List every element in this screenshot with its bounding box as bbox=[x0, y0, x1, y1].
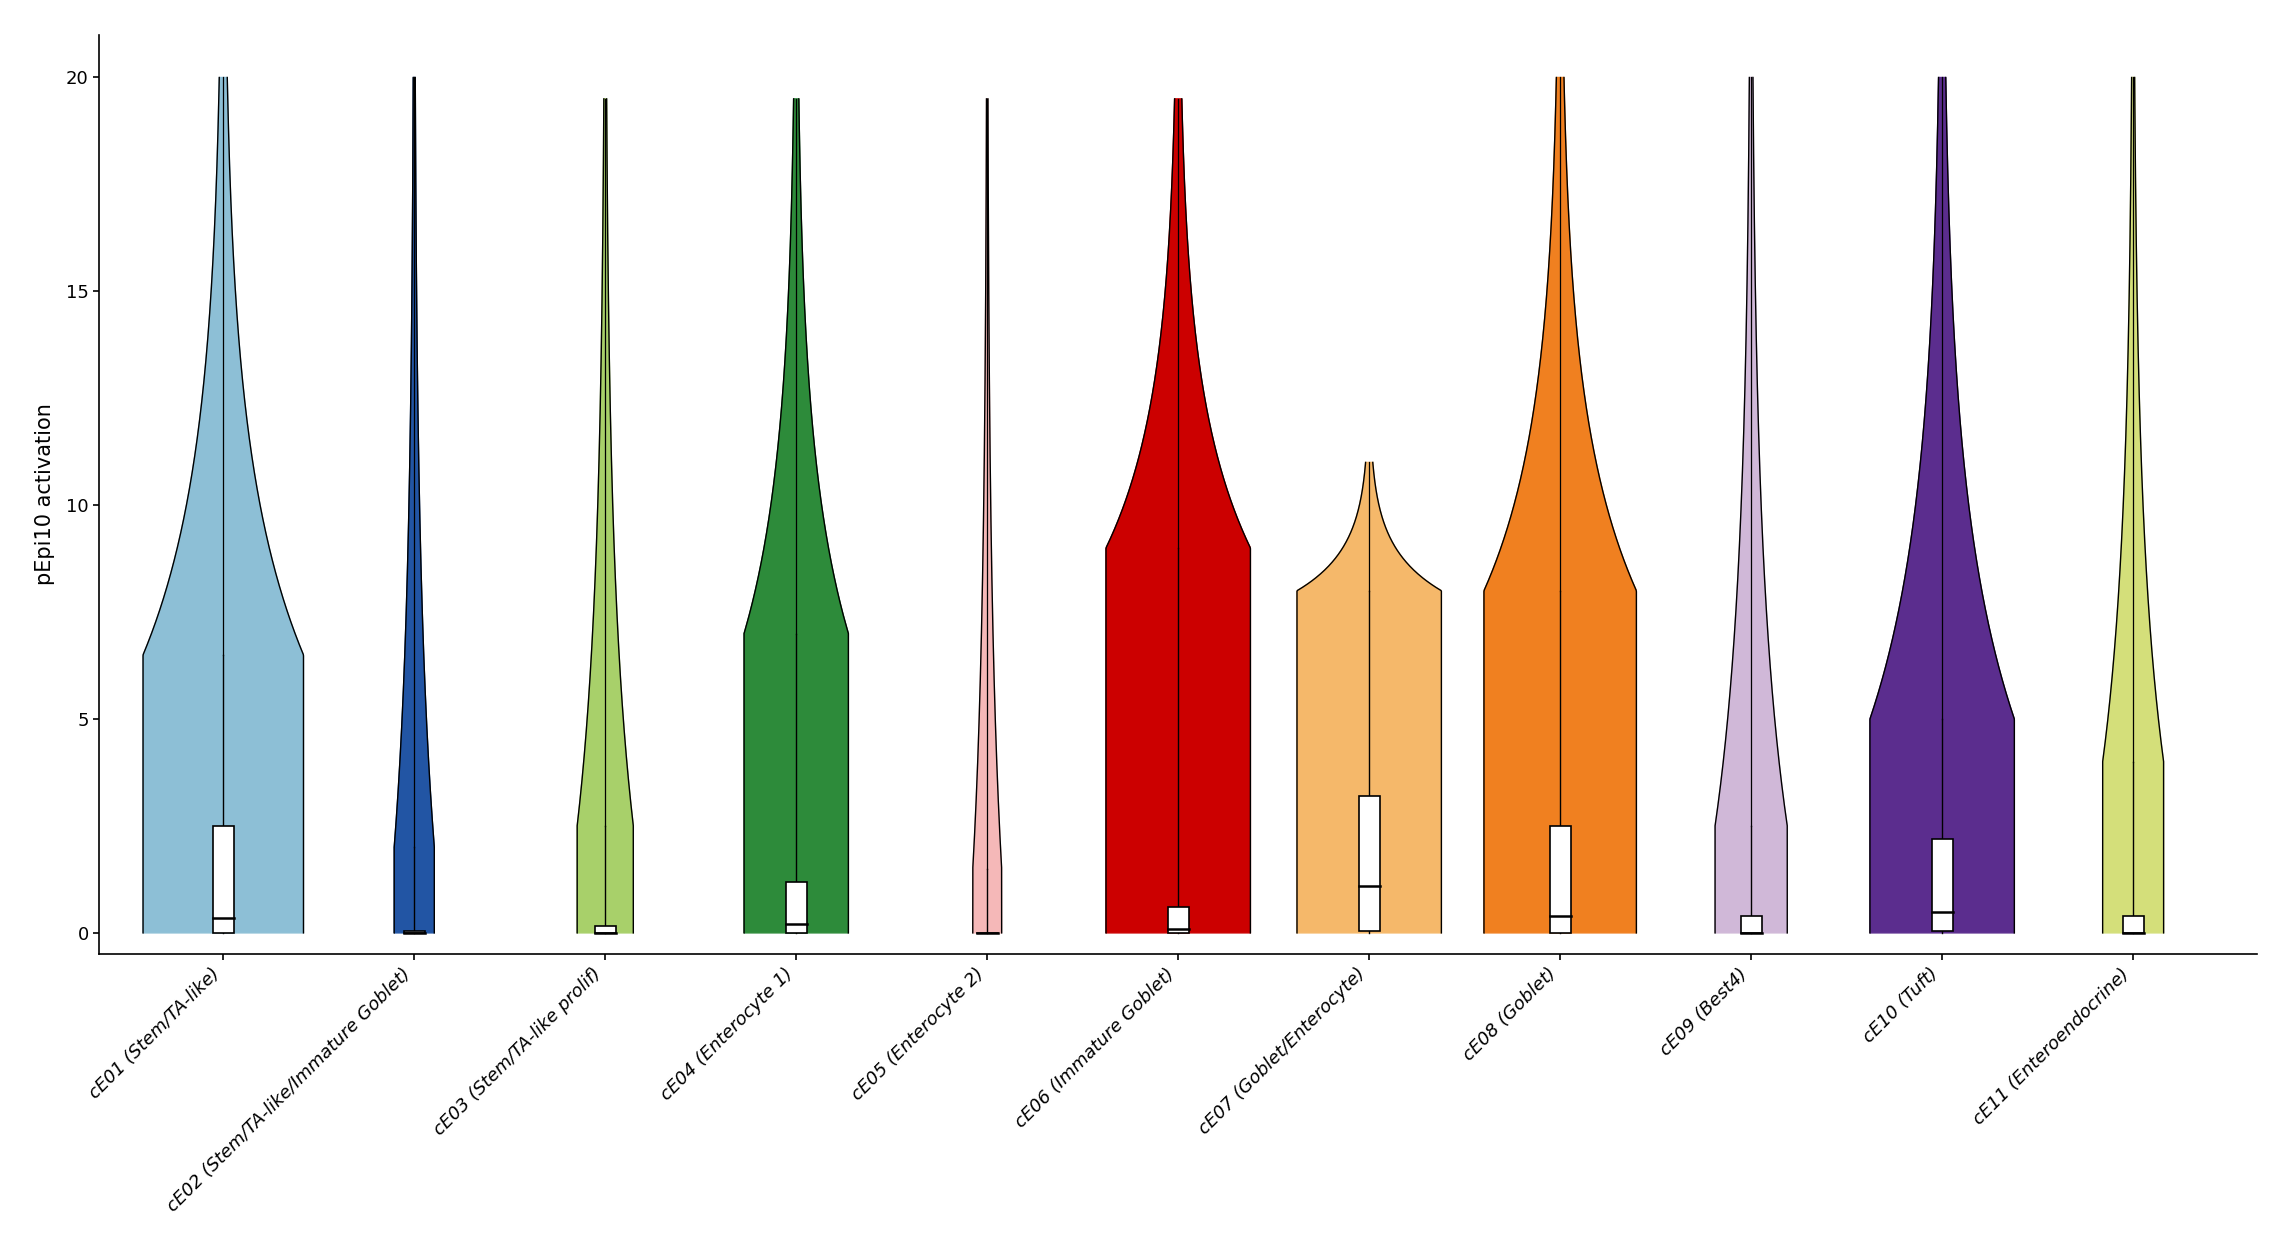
Polygon shape bbox=[394, 78, 433, 932]
Polygon shape bbox=[1714, 78, 1788, 932]
Y-axis label: pEpi10 activation: pEpi10 activation bbox=[34, 404, 55, 585]
Polygon shape bbox=[2102, 78, 2164, 932]
Polygon shape bbox=[1483, 78, 1636, 932]
Polygon shape bbox=[1870, 78, 2015, 932]
Bar bbox=[786, 881, 807, 932]
Polygon shape bbox=[142, 78, 303, 932]
Polygon shape bbox=[745, 99, 848, 932]
Polygon shape bbox=[578, 99, 633, 932]
Bar bbox=[594, 926, 617, 932]
Bar bbox=[2122, 916, 2143, 932]
Polygon shape bbox=[972, 99, 1002, 932]
Polygon shape bbox=[1107, 99, 1251, 932]
Bar bbox=[1359, 796, 1380, 931]
Bar bbox=[1740, 916, 1763, 932]
Polygon shape bbox=[1297, 462, 1442, 932]
Bar bbox=[1932, 839, 1953, 931]
Bar bbox=[213, 826, 234, 932]
Bar bbox=[403, 931, 424, 932]
Bar bbox=[1549, 826, 1570, 932]
Bar bbox=[1167, 908, 1190, 932]
